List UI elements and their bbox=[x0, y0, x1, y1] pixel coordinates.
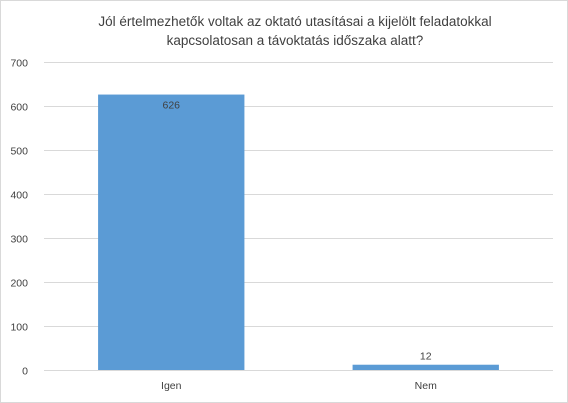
chart-title-line-1: Jól értelmezhetők voltak az oktató utasí… bbox=[98, 14, 492, 29]
y-axis-ticks: 0 100 200 300 400 500 600 700 bbox=[10, 58, 28, 378]
bar-nem bbox=[352, 364, 499, 370]
y-tick-label: 600 bbox=[10, 102, 28, 114]
chart-title-line-2: kapcsolatosan a távoktatás időszaka alat… bbox=[166, 33, 424, 48]
y-tick-label: 400 bbox=[10, 190, 28, 202]
bar-igen bbox=[98, 94, 245, 370]
y-tick-label: 300 bbox=[10, 234, 28, 246]
y-tick-label: 0 bbox=[22, 366, 28, 378]
y-tick-label: 100 bbox=[10, 322, 28, 334]
chart-title: Jól értelmezhetők voltak az oktató utasí… bbox=[60, 12, 530, 50]
data-label-nem: 12 bbox=[420, 351, 432, 363]
x-tick-label: Nem bbox=[415, 380, 437, 392]
x-axis-ticks: Igen Nem bbox=[161, 380, 437, 392]
bars bbox=[98, 94, 499, 370]
y-tick-label: 700 bbox=[10, 58, 28, 70]
y-tick-label: 200 bbox=[10, 278, 28, 290]
data-labels: 626 12 bbox=[162, 100, 431, 363]
y-tick-label: 500 bbox=[10, 146, 28, 158]
x-tick-label: Igen bbox=[161, 380, 182, 392]
data-label-igen: 626 bbox=[162, 100, 180, 112]
